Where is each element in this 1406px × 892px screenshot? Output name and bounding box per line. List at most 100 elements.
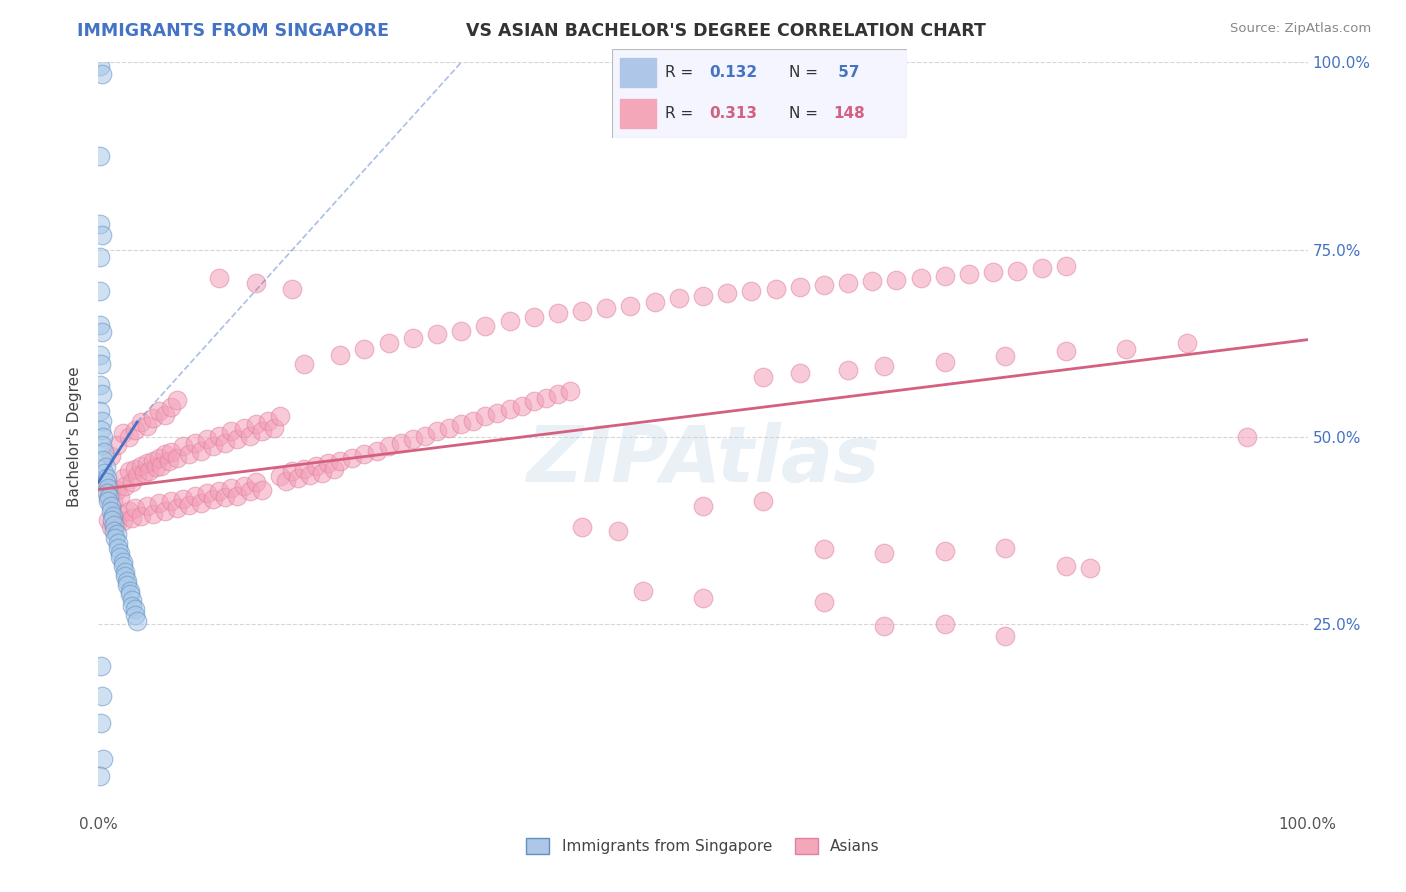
Point	[274, 474, 297, 488]
Point	[150, 458, 173, 473]
Point	[98, 490, 121, 504]
Point	[97, 490, 120, 504]
Point	[142, 454, 165, 468]
Point	[813, 542, 835, 557]
Point	[837, 362, 859, 376]
Text: R =: R =	[665, 65, 697, 79]
Legend: Immigrants from Singapore, Asians: Immigrants from Singapore, Asians	[520, 832, 886, 860]
Point	[90, 658, 112, 673]
Point	[103, 524, 125, 538]
Point	[547, 306, 569, 320]
Point	[89, 404, 111, 418]
Point	[124, 501, 146, 516]
Point	[214, 490, 236, 504]
Point	[232, 421, 254, 435]
Point	[142, 411, 165, 425]
Point	[93, 471, 115, 485]
Point	[100, 499, 122, 513]
Point	[172, 439, 194, 453]
Point	[263, 421, 285, 435]
Text: N =: N =	[789, 65, 823, 79]
Point	[104, 531, 127, 545]
Point	[1078, 561, 1101, 575]
Point	[765, 282, 787, 296]
Point	[148, 496, 170, 510]
Point	[90, 357, 112, 371]
Point	[316, 456, 339, 470]
Point	[208, 271, 231, 285]
Text: 0.313: 0.313	[709, 106, 756, 120]
Point	[740, 284, 762, 298]
FancyBboxPatch shape	[620, 99, 655, 128]
Point	[129, 458, 152, 473]
Point	[121, 475, 143, 489]
Point	[202, 491, 225, 506]
Point	[558, 384, 581, 398]
Point	[91, 430, 114, 444]
Point	[287, 471, 309, 485]
Point	[934, 544, 956, 558]
Point	[523, 310, 546, 325]
Point	[934, 268, 956, 283]
Text: IMMIGRANTS FROM SINGAPORE: IMMIGRANTS FROM SINGAPORE	[77, 22, 389, 40]
Point	[190, 496, 212, 510]
Point	[668, 292, 690, 306]
Point	[752, 493, 775, 508]
Point	[101, 508, 124, 523]
Point	[184, 489, 207, 503]
Point	[994, 541, 1017, 555]
Point	[239, 483, 262, 498]
Point	[245, 277, 267, 291]
Point	[873, 619, 896, 633]
Point	[389, 436, 412, 450]
Point	[292, 357, 315, 371]
Point	[221, 481, 243, 495]
Point	[534, 391, 557, 405]
Point	[377, 336, 399, 351]
Point	[789, 367, 811, 381]
Point	[160, 493, 183, 508]
Point	[1175, 336, 1198, 351]
Point	[692, 591, 714, 606]
Point	[91, 386, 114, 401]
Point	[107, 541, 129, 555]
Point	[105, 437, 128, 451]
Point	[153, 408, 176, 422]
Point	[571, 304, 593, 318]
Point	[595, 301, 617, 316]
Point	[692, 289, 714, 303]
Point	[93, 466, 115, 480]
Point	[91, 437, 114, 451]
Point	[195, 486, 218, 500]
Point	[873, 359, 896, 373]
Point	[108, 546, 131, 560]
Point	[90, 716, 112, 731]
Point	[498, 314, 520, 328]
Point	[463, 414, 485, 428]
Point	[135, 456, 157, 470]
Point	[221, 424, 243, 438]
Point	[103, 518, 125, 533]
Point	[117, 578, 139, 592]
Point	[135, 418, 157, 433]
Point	[91, 452, 114, 467]
Point	[100, 512, 122, 526]
Point	[523, 394, 546, 409]
Point	[124, 602, 146, 616]
Point	[160, 445, 183, 459]
Point	[91, 689, 114, 703]
Point	[96, 471, 118, 485]
Point	[873, 546, 896, 560]
Point	[692, 499, 714, 513]
Point	[118, 583, 141, 598]
Point	[214, 436, 236, 450]
Point	[311, 466, 333, 480]
Point	[813, 277, 835, 292]
Point	[107, 536, 129, 550]
Point	[89, 284, 111, 298]
Point	[97, 493, 120, 508]
Point	[111, 555, 134, 569]
Point	[256, 414, 278, 428]
Point	[172, 491, 194, 506]
Point	[450, 324, 472, 338]
